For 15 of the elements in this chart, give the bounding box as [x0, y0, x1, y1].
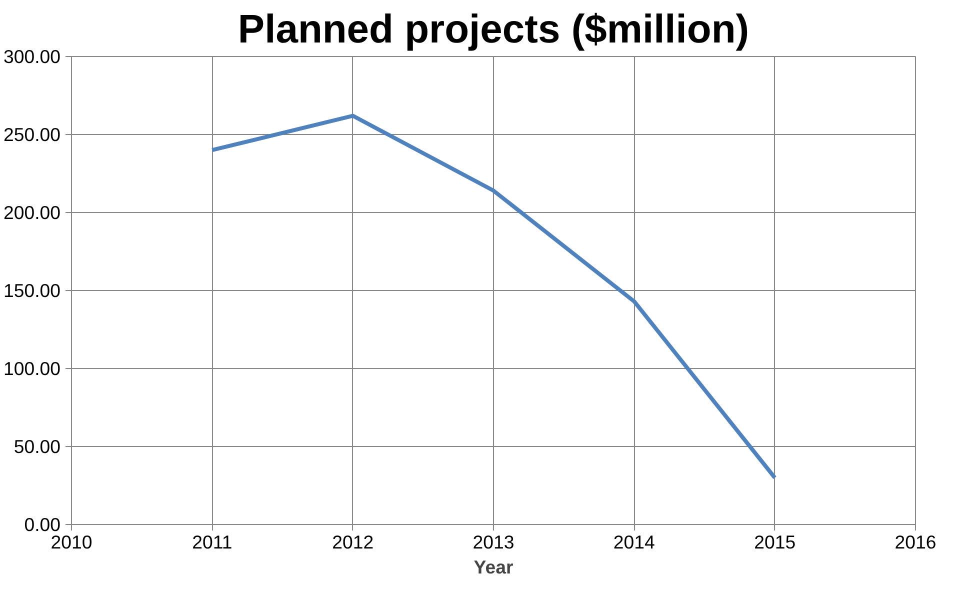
x-axis-title: Year: [474, 556, 514, 578]
chart-title: Planned projects ($million): [238, 8, 750, 52]
y-tick-label: 200.00: [3, 202, 60, 223]
y-tick-label: 150.00: [3, 280, 60, 301]
y-tick-label: 50.00: [14, 436, 60, 457]
x-tick-label: 2015: [754, 532, 796, 552]
x-tick-label: 2014: [613, 532, 655, 552]
y-tick-label: 250.00: [3, 124, 60, 145]
x-tick-label: 2016: [894, 532, 936, 552]
x-tick-label: 2012: [332, 532, 374, 552]
line-series: [210, 114, 777, 480]
x-tick-label: 2011: [192, 532, 232, 552]
y-tick-label: 300.00: [3, 46, 60, 67]
y-tick-label: 100.00: [3, 358, 60, 379]
x-tick-label: 2013: [472, 532, 514, 552]
